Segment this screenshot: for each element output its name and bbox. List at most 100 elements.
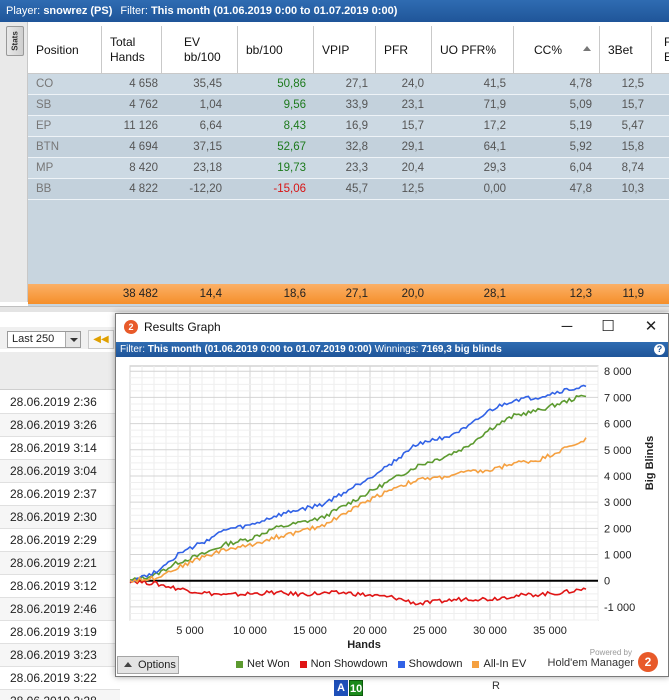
cell-3bet: 10,3 xyxy=(621,183,644,195)
graph-filter-value[interactable]: This month (01.06.2019 0:00 to 01.07.201… xyxy=(147,344,372,355)
legend-swatch xyxy=(472,660,480,668)
col-header-position[interactable]: Position xyxy=(28,26,102,74)
legend-item[interactable]: Showdown xyxy=(397,657,463,671)
window-titlebar[interactable]: 2 Results Graph ─ ☐ ✕ xyxy=(116,314,668,341)
legend-swatch xyxy=(236,660,243,668)
bottom-column-value: R xyxy=(492,680,500,692)
hand-row[interactable]: 28.06.2019 3:12 xyxy=(0,575,120,598)
cell-ev: 37,15 xyxy=(193,141,222,153)
cell-bb100: -15,06 xyxy=(273,183,306,195)
hand-row[interactable]: 28.06.2019 2:28 xyxy=(0,690,120,700)
total-cc: 12,3 xyxy=(569,288,592,300)
hand-row[interactable]: 28.06.2019 2:36 xyxy=(0,391,120,414)
cell-total-hands: 4 694 xyxy=(129,141,158,153)
x-tick-label: 10 000 xyxy=(233,625,267,637)
hand-row[interactable]: 28.06.2019 2:37 xyxy=(0,483,120,506)
cell-3bet: 5,47 xyxy=(621,120,644,132)
table-row[interactable]: BTN 4 694 37,15 52,67 32,8 29,1 64,1 5,92 15,8 xyxy=(28,137,669,158)
cell-position: BB xyxy=(36,183,52,195)
legend-item[interactable]: Net Won xyxy=(236,657,290,671)
col-header-bb100[interactable]: bb/100 xyxy=(238,26,314,74)
rewind-button[interactable]: ◀◀ xyxy=(88,330,114,349)
table-row[interactable]: MP 8 420 23,18 19,73 23,3 20,4 29,3 6,04 8,74 xyxy=(28,158,669,179)
hand-row[interactable]: 28.06.2019 3:14 xyxy=(0,437,120,460)
horizontal-scrollbar[interactable] xyxy=(0,306,669,312)
col-header-ev-bb100[interactable]: EV bb/100 xyxy=(162,26,238,74)
cell-uo-pfr: 64,1 xyxy=(483,141,506,153)
table-row[interactable]: EP 11 126 6,64 8,43 16,9 15,7 17,2 5,19 5,47 xyxy=(28,116,669,137)
table-row[interactable]: SB 4 762 1,04 9,56 33,9 23,1 71,9 5,09 15,7 xyxy=(28,95,669,116)
sort-ascending-icon xyxy=(583,46,591,51)
table-header: Position Total Hands EV bb/100 bb/100 VPIP… xyxy=(28,26,669,74)
close-button[interactable]: ✕ xyxy=(644,318,658,335)
x-tick-label: 30 000 xyxy=(473,625,507,637)
cell-ev: 23,18 xyxy=(193,162,222,174)
hand-row[interactable]: 28.06.2019 3:23 xyxy=(0,644,120,667)
stats-side-tab[interactable]: Stats xyxy=(6,26,24,56)
card-ace: A xyxy=(334,680,348,696)
cell-cc: 5,19 xyxy=(569,120,592,132)
col-header-pfr[interactable]: PFR xyxy=(376,26,432,74)
cell-cc: 5,92 xyxy=(569,141,592,153)
hand-row[interactable]: 28.06.2019 2:21 xyxy=(0,552,120,575)
cell-vpip: 16,9 xyxy=(345,120,368,132)
table-row[interactable]: CO 4 658 35,45 50,86 27,1 24,0 41,5 4,78 12,5 xyxy=(28,74,669,95)
hand-row[interactable]: 28.06.2019 2:30 xyxy=(0,506,120,529)
chevron-down-icon[interactable] xyxy=(65,332,80,347)
options-button[interactable]: Options xyxy=(117,656,179,674)
minimize-button[interactable]: ─ xyxy=(561,318,573,335)
cell-total-hands: 4 658 xyxy=(129,78,158,90)
x-tick-label: 5 000 xyxy=(176,625,204,637)
hands-range-value: Last 250 xyxy=(12,333,55,345)
cell-ev: 6,64 xyxy=(199,120,222,132)
col-header-total-hands[interactable]: Total Hands xyxy=(102,26,162,74)
total-bb100: 18,6 xyxy=(283,288,306,300)
card-ten: 10 xyxy=(349,680,363,696)
hand-row[interactable]: 28.06.2019 2:29 xyxy=(0,529,120,552)
total-hands: 38 482 xyxy=(122,288,158,300)
hand-row[interactable]: 28.06.2019 3:26 xyxy=(0,414,120,437)
hand-row[interactable]: 28.06.2019 3:22 xyxy=(0,667,120,690)
col-header-3bet[interactable]: 3Bet xyxy=(600,26,652,74)
x-axis-label: Hands xyxy=(347,639,381,648)
cell-pfr: 15,7 xyxy=(401,120,424,132)
cell-uo-pfr: 29,3 xyxy=(483,162,506,174)
options-label: Options xyxy=(138,659,176,671)
legend-item[interactable]: Non Showdown xyxy=(299,657,388,671)
help-icon[interactable]: ? xyxy=(654,344,665,355)
col-header-cc[interactable]: CC% xyxy=(514,26,600,74)
cell-uo-pfr: 0,00 xyxy=(483,183,506,195)
maximize-button[interactable]: ☐ xyxy=(601,318,615,335)
col-header-uo-pfr[interactable]: UO PFR% xyxy=(432,26,514,74)
filter-value[interactable]: This month (01.06.2019 0:00 to 01.07.201… xyxy=(150,5,398,17)
legend-label: All-In EV xyxy=(483,658,527,670)
total-vpip: 27,1 xyxy=(345,288,368,300)
legend-label: Showdown xyxy=(408,658,463,670)
player-filter-bar: Player: snowrez (PS) Filter: This month … xyxy=(0,0,669,22)
graph-filter-label: Filter: xyxy=(120,344,145,355)
hand-row[interactable]: 28.06.2019 2:46 xyxy=(0,598,120,621)
table-row[interactable]: BB 4 822 -12,20 -15,06 45,7 12,5 0,00 47,8 10,3 xyxy=(28,179,669,200)
player-name[interactable]: snowrez (PS) xyxy=(43,5,113,17)
cell-3bet: 12,5 xyxy=(621,78,644,90)
chart-legend: Net Won Non Showdown Showdown All-In EV xyxy=(236,657,526,671)
cell-bb100: 50,86 xyxy=(277,78,306,90)
hand-row[interactable]: 28.06.2019 3:04 xyxy=(0,460,120,483)
cell-bb100: 8,43 xyxy=(283,120,306,132)
col-header-vpip[interactable]: VPIP xyxy=(314,26,376,74)
cell-ev: -12,20 xyxy=(189,183,222,195)
total-ev: 14,4 xyxy=(199,288,222,300)
hand-row[interactable]: 28.06.2019 3:19 xyxy=(0,621,120,644)
cell-cc: 6,04 xyxy=(569,162,592,174)
hole-cards: A 10 xyxy=(334,680,363,696)
cell-position: SB xyxy=(36,99,52,111)
hands-range-select[interactable]: Last 250 xyxy=(7,331,81,348)
cell-bb100: 52,67 xyxy=(277,141,306,153)
y-axis-label: Big Blinds xyxy=(644,436,656,490)
cell-uo-pfr: 17,2 xyxy=(483,120,506,132)
player-label: Player: xyxy=(6,5,41,17)
table-totals-row: 38 482 14,4 18,6 27,1 20,0 28,1 12,3 11,… xyxy=(28,284,669,304)
legend-item[interactable]: All-In EV xyxy=(472,657,526,671)
